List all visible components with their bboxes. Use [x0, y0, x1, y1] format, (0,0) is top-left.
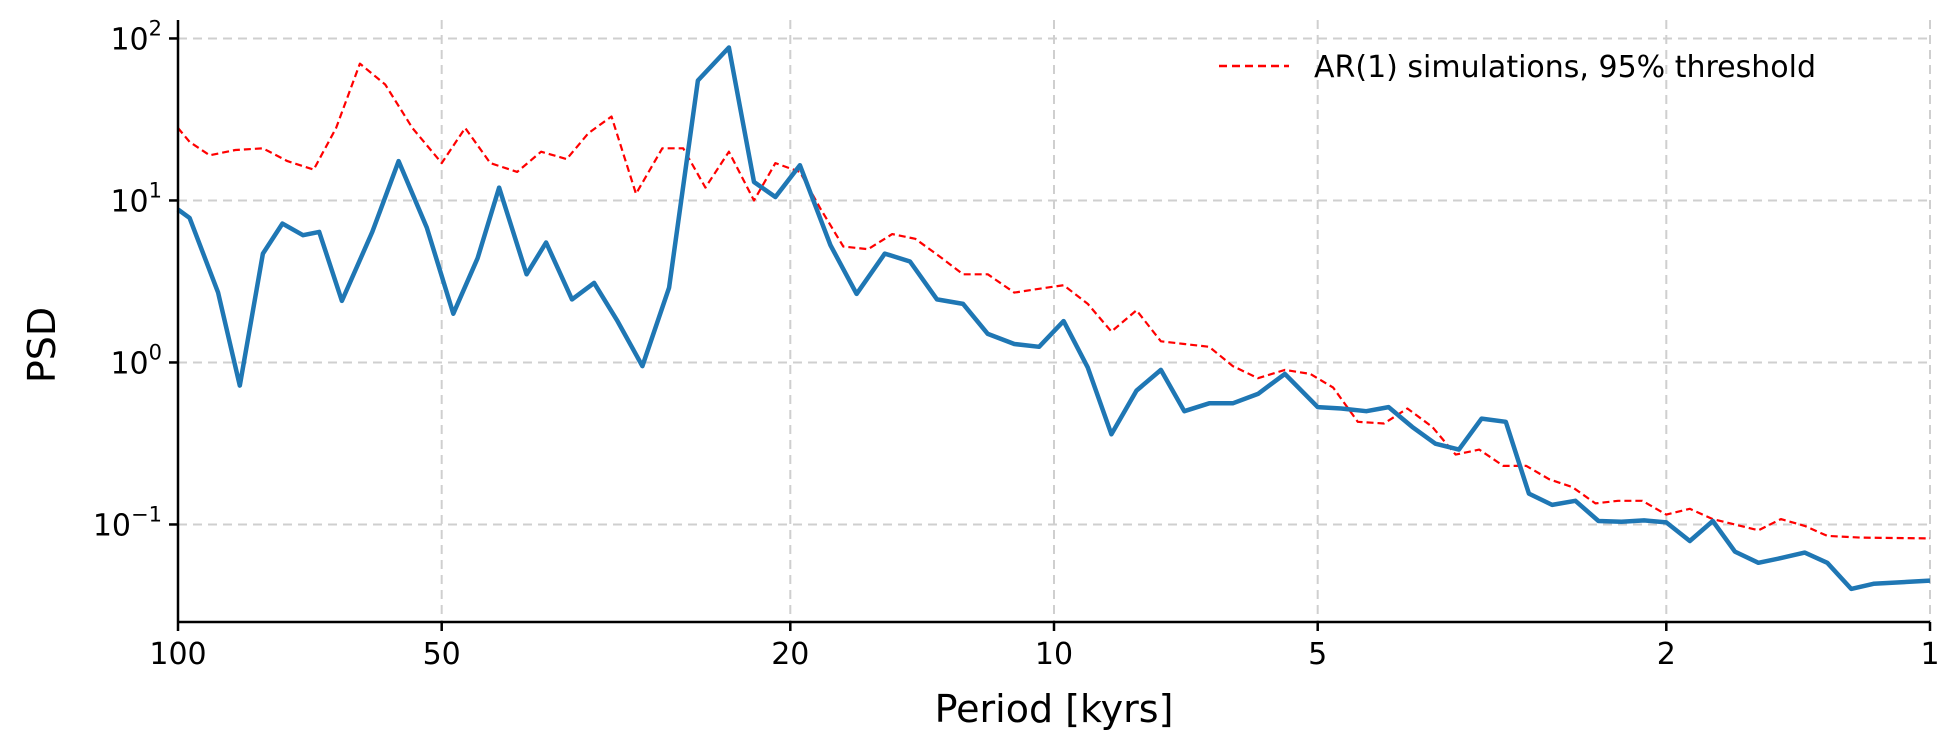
x-tick-label: 5 [1308, 637, 1327, 672]
y-tick-label: 102 [110, 16, 162, 57]
y-tick-label: 100 [110, 340, 162, 381]
legend: AR(1) simulations, 95% threshold [1219, 50, 1816, 85]
x-tick-label: 2 [1657, 637, 1676, 672]
x-tick-label: 10 [1035, 637, 1073, 672]
x-ticks: 100 50 20 10 5 2 1 [149, 622, 1940, 672]
psd-series-line [176, 45, 1931, 592]
y-ticks: 102 101 100 10−1 [93, 16, 178, 543]
grid [177, 20, 1931, 622]
x-tick-label: 100 [149, 637, 206, 672]
x-tick-label: 50 [423, 637, 461, 672]
y-tick-label: 10−1 [93, 502, 162, 543]
x-tick-label: 20 [771, 637, 809, 672]
y-tick-label: 101 [110, 178, 162, 219]
y-axis-title: PSD [20, 307, 64, 383]
ar1-threshold-line [177, 62, 1931, 540]
x-axis-title: Period [kyrs] [935, 687, 1174, 731]
x-tick-label: 1 [1920, 637, 1939, 672]
series-layer [176, 45, 1931, 592]
legend-label-ar1: AR(1) simulations, 95% threshold [1314, 50, 1816, 85]
